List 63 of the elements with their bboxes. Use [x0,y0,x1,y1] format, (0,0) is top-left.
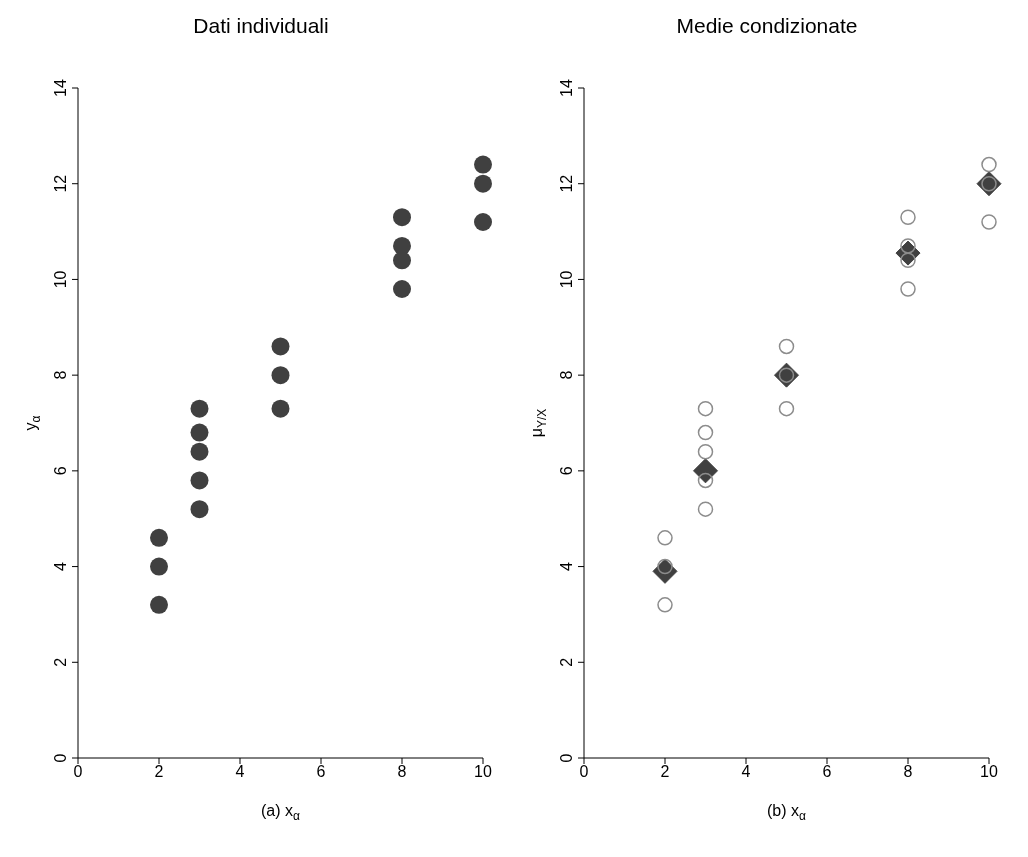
y-tick-label: 10 [558,270,575,289]
x-tick-label: 8 [397,763,407,781]
x-tick-label: 2 [154,763,164,781]
x-tick-label: 10 [474,763,492,781]
y-tick-label: 12 [52,174,69,193]
point [981,214,997,230]
point [697,424,714,441]
point [474,155,492,174]
x-tick-label: 0 [579,763,589,781]
point [393,280,411,298]
x-tick-label: 10 [980,763,998,781]
point [697,400,714,417]
x-axis-title: (b) x$_{α}$ [767,802,807,823]
chart-title: Dati individuali [192,13,330,39]
y-tick-label: 8 [52,370,69,380]
x-tick-label: 8 [903,763,913,781]
point [697,472,714,489]
x-tick-label: 2 [660,763,670,781]
point [271,366,290,385]
point [190,423,209,442]
x-axis-title: (a) x$_{α}$ [261,802,301,823]
y-tick-label: 6 [558,466,575,476]
point [900,281,916,297]
y-tick-label: 0 [52,753,69,763]
point [697,443,714,460]
x-tick-label: 6 [316,763,326,781]
point [271,399,290,418]
point [150,528,168,547]
y-tick-label: 14 [558,79,575,97]
point [393,251,411,270]
x-tick-label: 6 [822,763,832,781]
y-tick-label: 8 [558,370,575,380]
y-tick-label: 4 [558,562,575,572]
y-tick-label: 2 [52,657,69,667]
point [190,442,209,461]
point [900,209,916,225]
x-tick-label: 4 [741,763,751,781]
chart-title: Medie condizionate [675,13,859,39]
point [190,500,209,519]
x-tick-label: 4 [235,763,245,781]
y-tick-label: 0 [558,753,575,763]
y-tick-label: 4 [52,562,69,572]
point [393,208,411,227]
point [657,530,673,546]
y-tick-label: 12 [558,174,575,193]
x-tick-label: 0 [73,763,83,781]
point [981,156,997,173]
point [474,174,492,193]
point [697,501,714,517]
y-tick-label: 2 [558,657,575,667]
y-tick-label: 6 [52,466,69,476]
point [778,400,795,417]
point [657,597,673,613]
point [190,399,209,418]
point [150,557,168,576]
point [190,471,209,490]
y-tick-label: 10 [52,270,69,289]
point [778,338,795,355]
point [693,458,718,484]
y-tick-label: 14 [52,79,69,97]
point [474,213,492,231]
point [271,337,290,356]
point [150,595,168,614]
